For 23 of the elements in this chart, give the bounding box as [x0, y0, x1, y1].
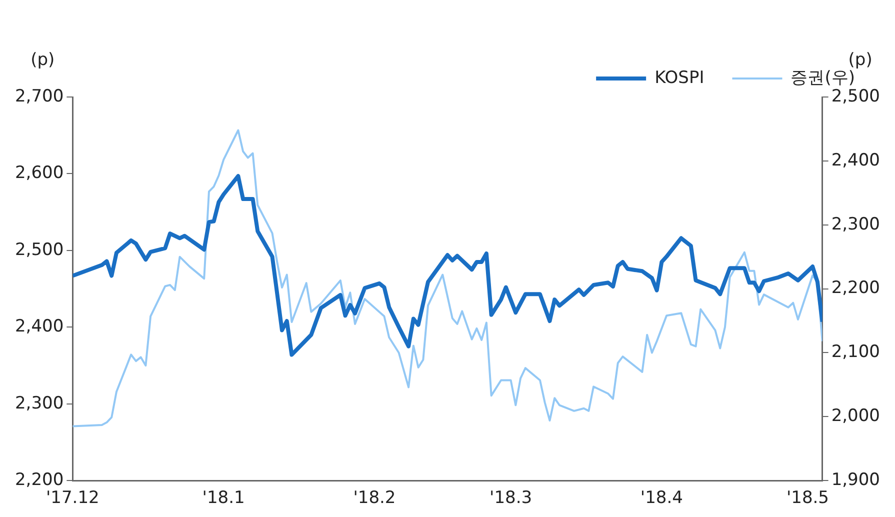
x-tick-label: '18.2	[353, 488, 396, 508]
y-tick-label: 2,200	[14, 470, 64, 490]
x-tick-label: '17.12	[46, 488, 100, 508]
x-tick-label: '18.4	[640, 488, 683, 508]
y2-tick-label: 2,500	[831, 86, 880, 106]
x-tick-label: '18.3	[490, 488, 532, 508]
y-tick-label: 2,600	[14, 163, 64, 184]
y-axis-title: (p)	[30, 50, 55, 70]
y2-tick-label: 2,300	[831, 214, 880, 234]
y2-tick-label: 2,400	[831, 150, 880, 170]
y-tick-label: 2,700	[14, 86, 64, 106]
y2-tick-label: 1,900	[831, 470, 880, 490]
y-tick-label: 2,400	[14, 316, 64, 337]
y2-tick-label: 2,100	[831, 342, 880, 362]
y2-tick-label: 2,000	[831, 406, 880, 426]
x-tick-label: '18.5	[786, 488, 829, 508]
y-tick-label: 2,500	[14, 240, 64, 260]
y2-axis-title: (p)	[848, 50, 872, 70]
x-tick-label: '18.1	[202, 488, 245, 508]
legend-label: 증권(우)	[790, 68, 855, 88]
y-tick-label: 2,300	[14, 393, 64, 414]
legend-label: KOSPI	[654, 68, 704, 88]
y2-tick-label: 2,200	[831, 278, 880, 298]
